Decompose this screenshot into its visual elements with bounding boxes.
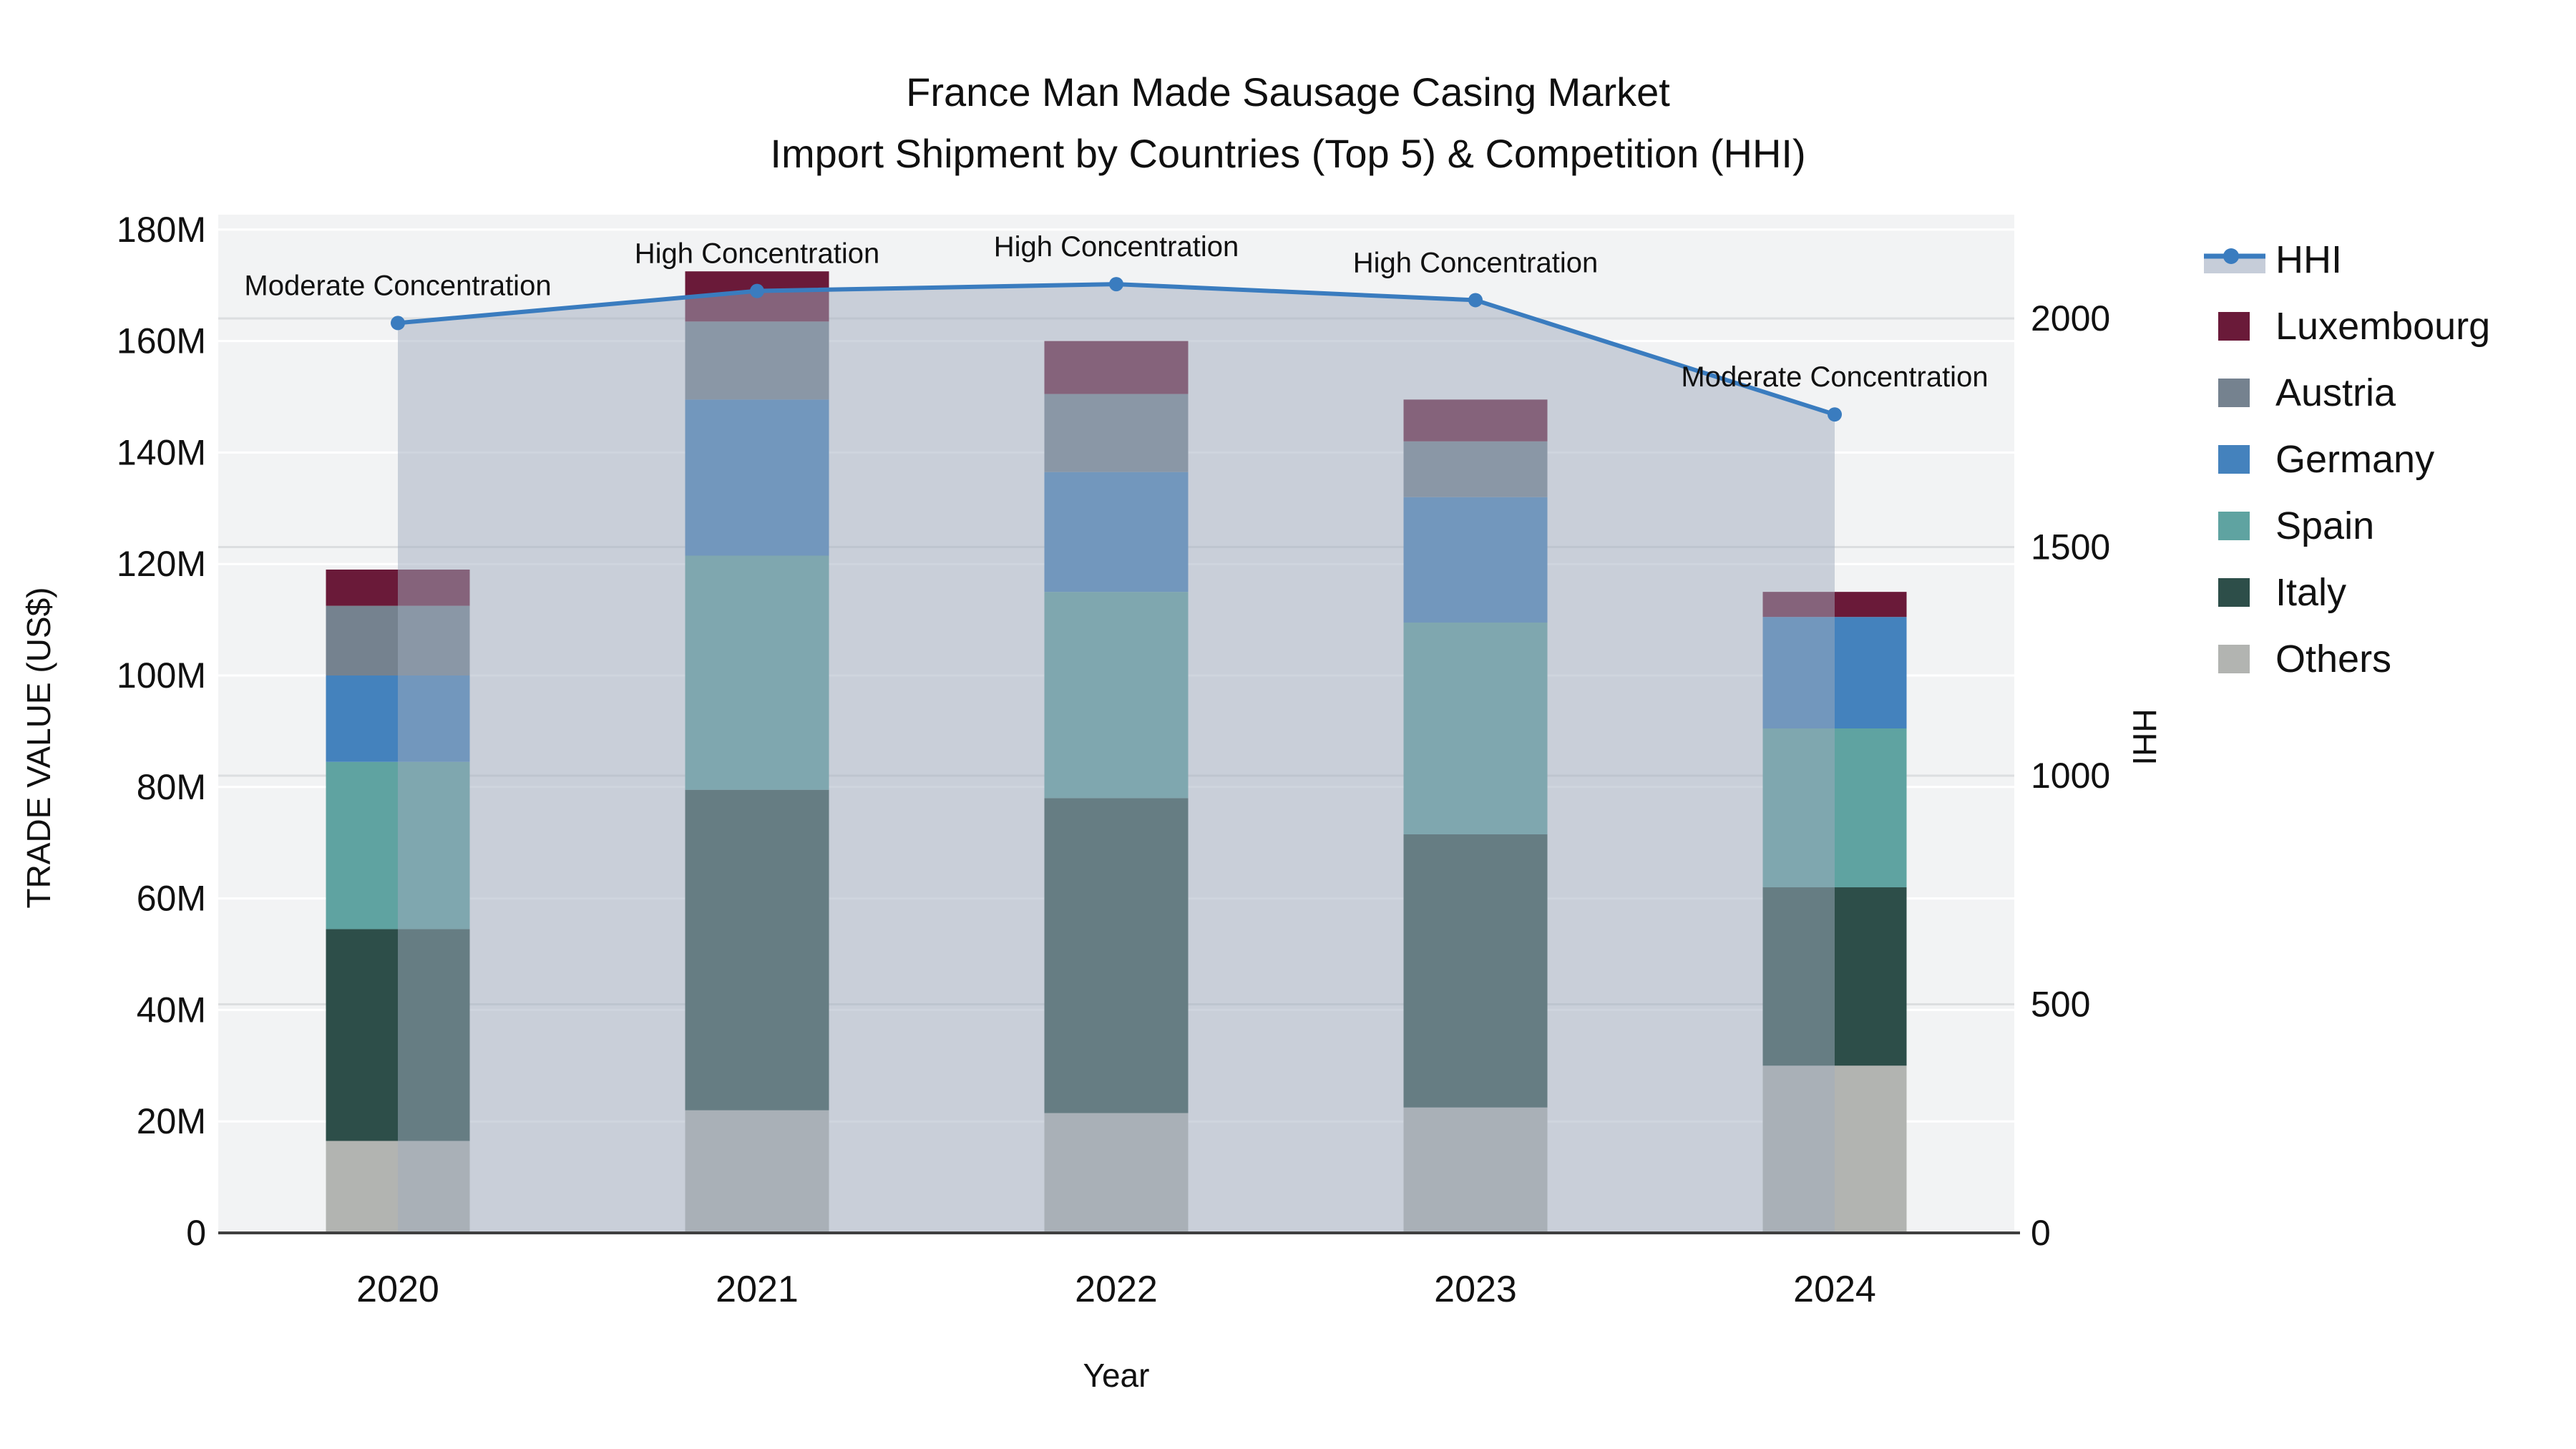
y-right-tick-2000: 2000 (2031, 298, 2110, 338)
annotation-2023: High Concentration (1353, 247, 1598, 278)
legend-swatch-spain (2218, 512, 2250, 540)
y-right-tick-1000: 1000 (2031, 756, 2110, 796)
x-tick-2022: 2022 (1075, 1269, 1158, 1310)
legend-swatch-italy (2218, 578, 2250, 607)
x-tick-2021: 2021 (716, 1269, 799, 1310)
y-right-tick-0: 0 (2031, 1213, 2051, 1253)
y-left-tick-20M: 20M (137, 1101, 206, 1141)
hhi-area-fill (398, 284, 1835, 1234)
legend-item-hhi[interactable] (2204, 248, 2265, 273)
legend-swatch-others (2218, 645, 2250, 673)
hhi-marker-2020[interactable] (391, 316, 405, 331)
legend-swatch-germany (2218, 445, 2250, 474)
legend-item-italy[interactable] (2218, 578, 2250, 607)
annotation-2021: High Concentration (635, 238, 879, 270)
legend-label-italy: Italy (2275, 571, 2346, 614)
x-tick-2023: 2023 (1434, 1269, 1517, 1310)
legend-label-austria: Austria (2275, 371, 2396, 414)
legend-label-germany: Germany (2275, 438, 2434, 481)
y-left-tick-140M: 140M (117, 432, 206, 472)
x-axis-title: Year (1083, 1357, 1150, 1394)
legend-label-hhi: HHI (2275, 238, 2342, 281)
legend-label-others: Others (2275, 638, 2391, 680)
x-tick-2020: 2020 (356, 1269, 439, 1310)
y-left-tick-80M: 80M (137, 767, 206, 807)
hhi-marker-2024[interactable] (1828, 407, 1842, 422)
chart-title-line1: France Man Made Sausage Casing Market (906, 69, 1670, 114)
chart-title-line2: Import Shipment by Countries (Top 5) & C… (770, 131, 1806, 176)
annotation-2024: Moderate Concentration (1681, 361, 1988, 393)
y-right-tick-1500: 1500 (2031, 527, 2110, 567)
legend-swatch-austria (2218, 379, 2250, 407)
chart-title: France Man Made Sausage Casing Market Im… (0, 62, 2576, 185)
legend-hhi-marker-swatch (2223, 248, 2239, 264)
hhi-marker-2021[interactable] (750, 283, 764, 298)
x-tick-2024: 2024 (1793, 1269, 1876, 1310)
y-left-tick-0: 0 (186, 1213, 206, 1253)
legend-item-austria[interactable] (2218, 379, 2250, 407)
y-left-tick-40M: 40M (137, 990, 206, 1030)
legend-item-germany[interactable] (2218, 445, 2250, 474)
legend-item-spain[interactable] (2218, 512, 2250, 540)
y-left-tick-180M: 180M (117, 210, 206, 250)
y-left-tick-160M: 160M (117, 321, 206, 361)
legend-label-luxembourg: Luxembourg (2275, 305, 2490, 348)
y-right-axis-title: HHI (2126, 708, 2163, 766)
legend-item-luxembourg[interactable] (2218, 312, 2250, 341)
y-left-tick-100M: 100M (117, 655, 206, 696)
legend-label-spain: Spain (2275, 504, 2374, 547)
y-left-tick-60M: 60M (137, 879, 206, 919)
y-left-tick-120M: 120M (117, 544, 206, 584)
y-left-axis-title: TRADE VALUE (US$) (20, 587, 57, 909)
annotation-2022: High Concentration (994, 231, 1239, 263)
annotation-2020: Moderate Concentration (244, 270, 551, 301)
y-right-tick-500: 500 (2031, 985, 2090, 1025)
legend-item-others[interactable] (2218, 645, 2250, 673)
legend-swatch-luxembourg (2218, 312, 2250, 341)
hhi-marker-2023[interactable] (1468, 293, 1483, 308)
hhi-marker-2022[interactable] (1109, 277, 1123, 292)
